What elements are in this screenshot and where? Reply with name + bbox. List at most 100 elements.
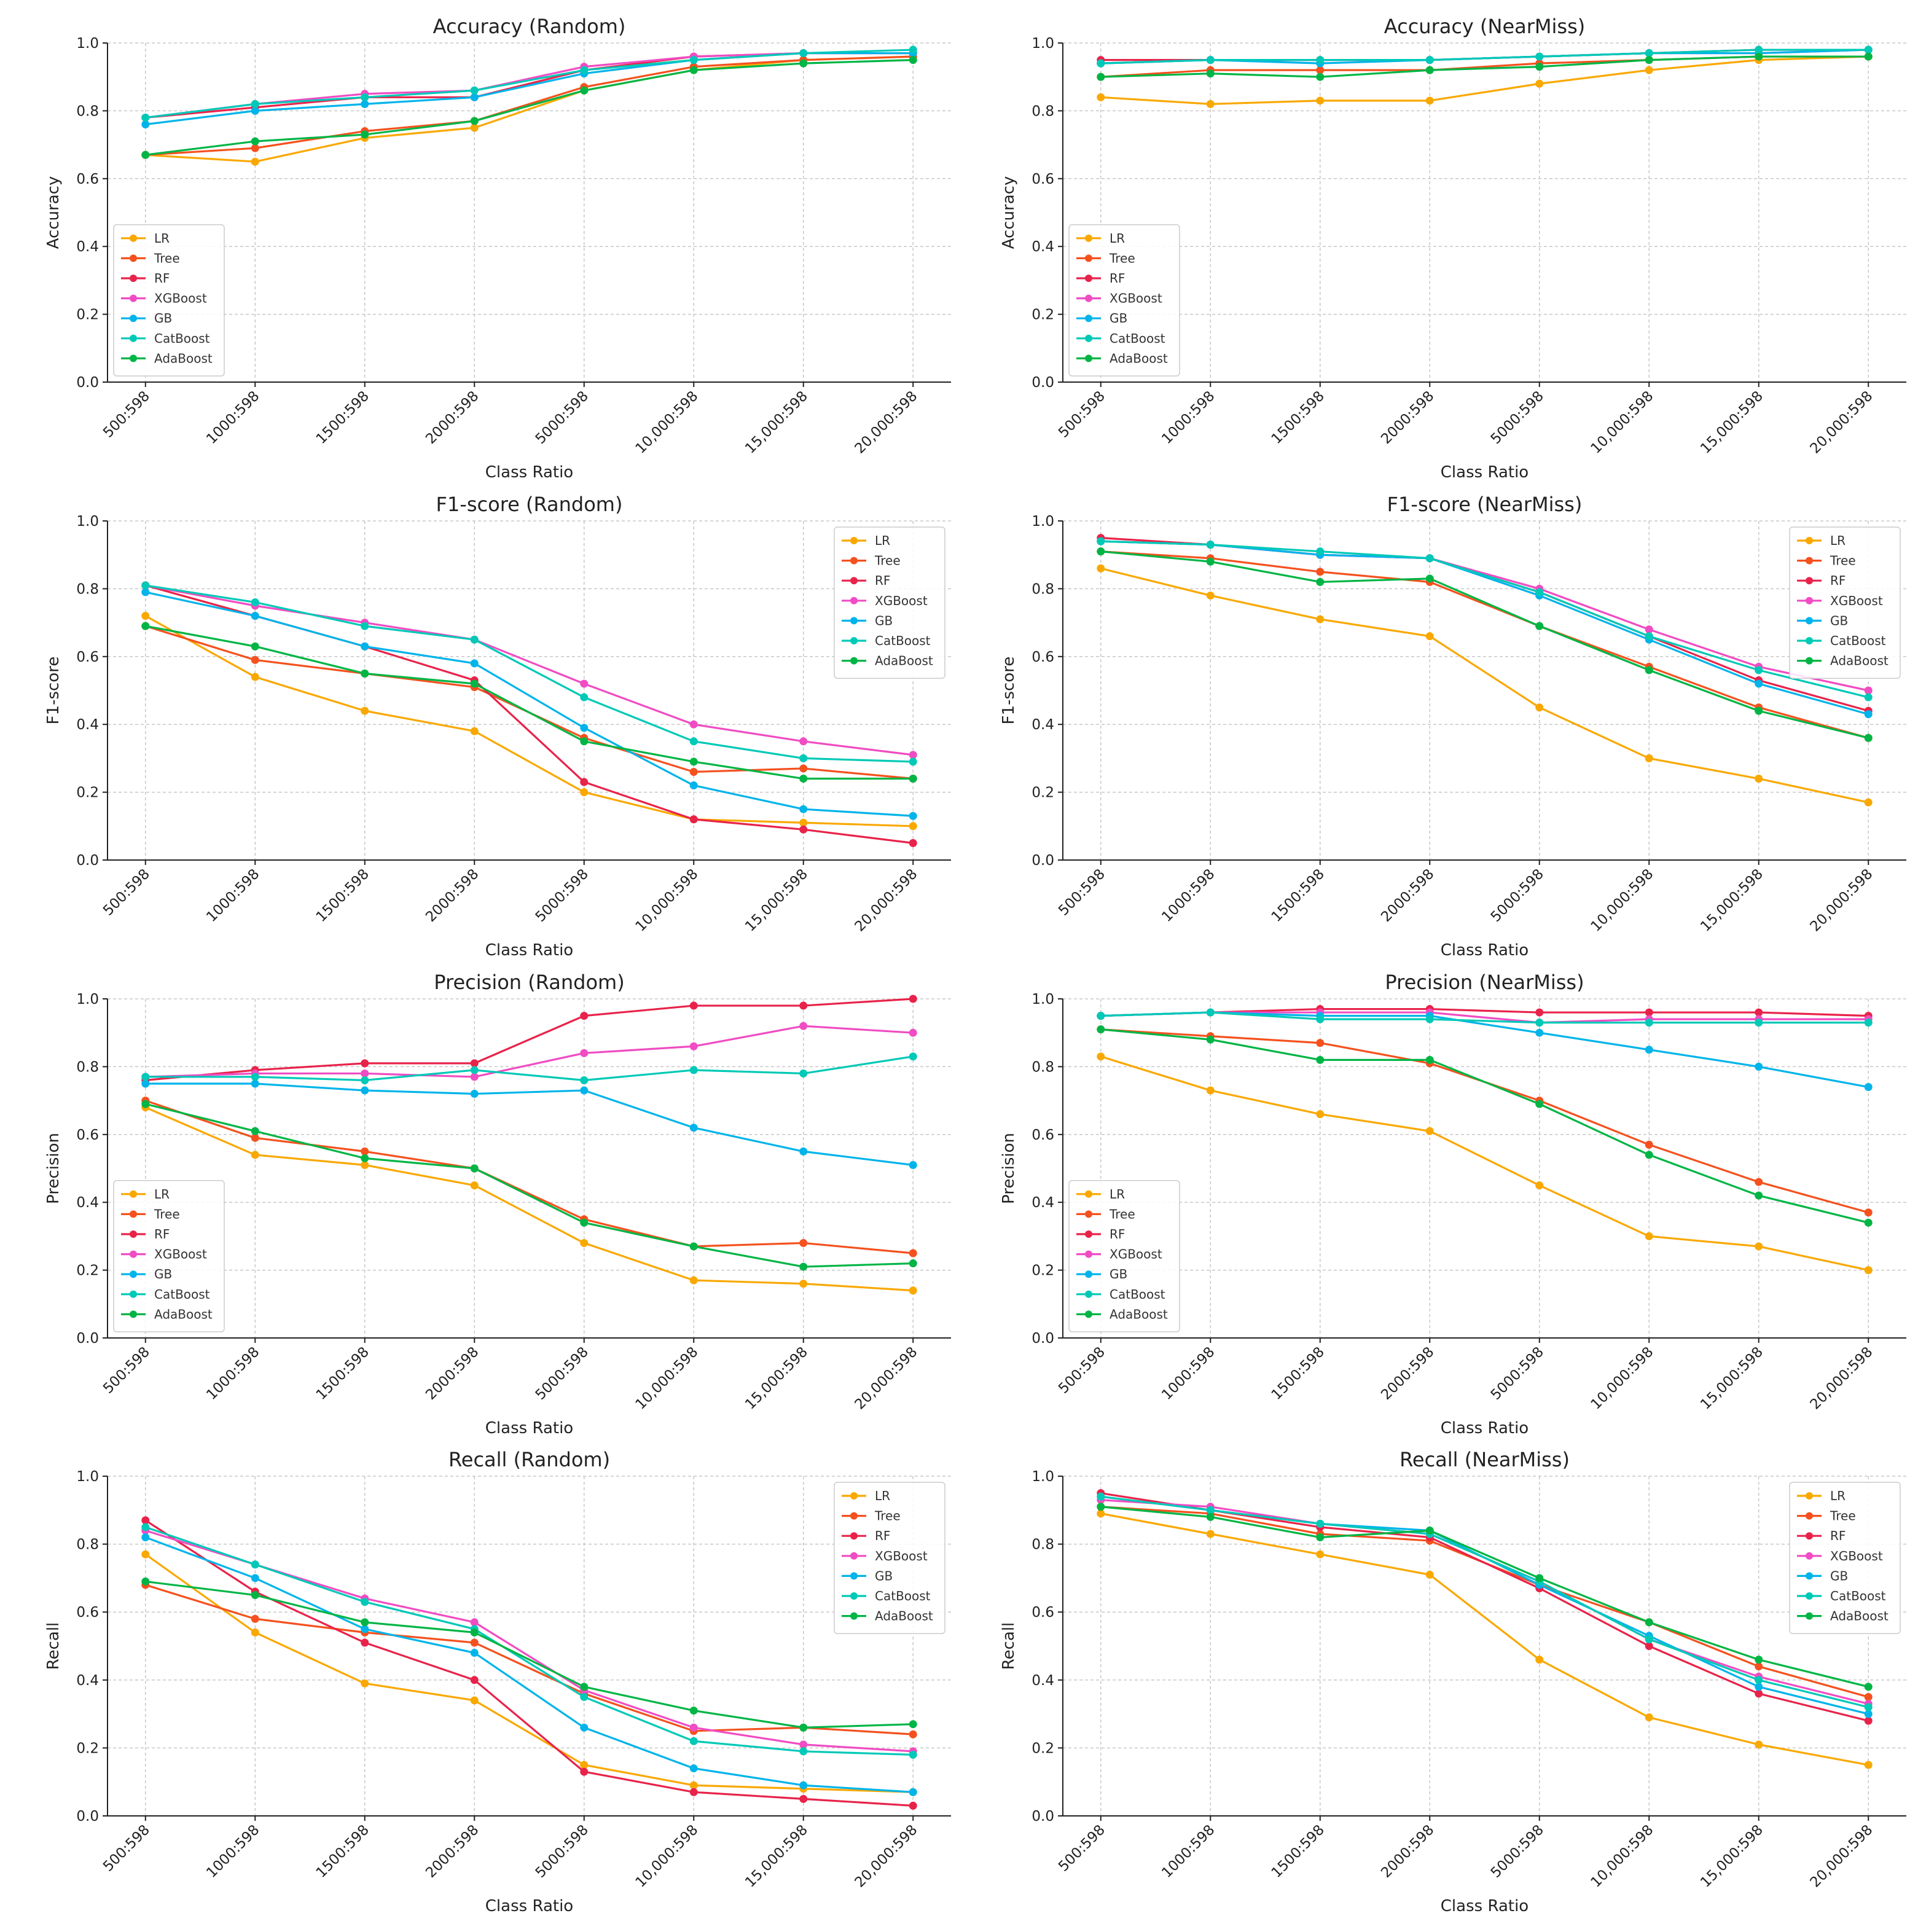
data-point [1425, 66, 1434, 74]
series-line [1100, 1495, 1869, 1708]
series-line [1100, 537, 1869, 712]
data-point [361, 1086, 369, 1095]
y-tick-label: 0.6 [76, 1605, 99, 1621]
y-tick-label: 0.0 [76, 853, 99, 869]
y-tick-label: 1.0 [76, 514, 99, 530]
data-point [251, 1591, 259, 1600]
data-point [799, 818, 808, 827]
y-tick-label: 0.4 [1032, 1673, 1054, 1689]
data-point [580, 1049, 589, 1057]
data-point [470, 659, 479, 668]
data-point [470, 1696, 479, 1705]
data-point [1864, 1692, 1873, 1701]
chart-title: F1-score (NearMiss) [1387, 493, 1583, 516]
y-tick-label: 0.2 [76, 307, 99, 323]
data-point [470, 1181, 479, 1190]
series-line [1100, 1499, 1869, 1705]
x-tick-label: 5000:598 [533, 388, 592, 447]
data-point [689, 1737, 698, 1745]
data-point [1755, 1242, 1763, 1251]
chart-panel-4: 0.0 0.2 0.4 0.6 0.8 1.0 500:598 1000:598 1500:59… [44, 971, 951, 1437]
x-tick-label: 1500:598 [313, 866, 372, 925]
series-line [1100, 55, 1869, 105]
data-point [689, 781, 698, 790]
data-point [799, 1723, 808, 1732]
legend-swatch-marker [1806, 577, 1813, 585]
data-point [361, 1618, 369, 1627]
data-point [1535, 1008, 1544, 1017]
data-point [141, 1100, 150, 1108]
x-tick-label: 10,000:598 [633, 1344, 702, 1413]
data-point [141, 1073, 150, 1081]
data-point [580, 1086, 589, 1095]
data-point [1864, 1710, 1873, 1718]
legend-label: XGBoost [875, 1549, 928, 1563]
series-adaboost [141, 622, 917, 783]
series-line [1100, 1055, 1869, 1272]
series-line [145, 1100, 914, 1254]
x-tick-label: 20,000:598 [852, 866, 921, 935]
data-point [799, 1238, 808, 1247]
x-tick-label: 2000:598 [1378, 866, 1437, 925]
data-point [1425, 1526, 1434, 1535]
series-xgboost [1097, 1496, 1873, 1708]
data-point [361, 1160, 369, 1169]
series-catboost [141, 581, 917, 766]
x-tick-label: 20,000:598 [1807, 388, 1876, 457]
legend-swatch-marker [850, 1532, 858, 1540]
y-tick-label: 0.4 [76, 1673, 99, 1689]
series-rf [141, 995, 917, 1084]
data-point [1097, 564, 1105, 573]
data-point [1645, 1642, 1653, 1650]
data-point [1097, 59, 1105, 68]
legend-swatch-marker [1085, 1250, 1092, 1258]
series-line [1100, 567, 1869, 804]
legend: LR Tree RF XGBoost GB CatBoost AdaBoost [1068, 224, 1180, 377]
series-line [145, 584, 914, 844]
legend-label: CatBoost [1830, 1589, 1886, 1603]
legend-label: RF [154, 1227, 170, 1242]
data-point [1755, 1062, 1763, 1071]
series-line [1100, 1495, 1869, 1715]
legend: LR Tree RF XGBoost GB CatBoost AdaBoost [834, 1482, 945, 1634]
series-line [1100, 1028, 1869, 1224]
data-point [799, 1747, 808, 1756]
data-point [1645, 66, 1653, 74]
x-tick-label: 1000:598 [203, 866, 262, 925]
legend-swatch-marker [1806, 596, 1813, 604]
data-point [909, 1801, 917, 1810]
data-point [141, 151, 150, 159]
x-tick-label: 20,000:598 [852, 1822, 921, 1891]
data-point [1535, 1100, 1544, 1108]
data-point [361, 1679, 369, 1688]
data-point [470, 1066, 479, 1074]
data-point [799, 1280, 808, 1288]
data-point [909, 56, 917, 65]
x-axis-label: Class Ratio [485, 1897, 573, 1915]
series-gb [1097, 1492, 1873, 1718]
series-line [1100, 1011, 1869, 1024]
data-point [1316, 568, 1325, 576]
data-point [1097, 72, 1105, 81]
data-point [580, 1723, 589, 1732]
data-point [1645, 49, 1653, 58]
x-tick-label: 500:598 [100, 388, 153, 441]
y-axis-label: F1-score [1000, 657, 1018, 725]
legend-label: LR [875, 533, 890, 548]
data-point [251, 157, 259, 166]
data-point [361, 93, 369, 101]
legend-swatch-marker [1085, 254, 1092, 262]
series-xgboost [141, 1526, 917, 1756]
data-point [1206, 1512, 1215, 1521]
legend-swatch-marker [1085, 354, 1092, 362]
data-point [1316, 66, 1325, 74]
x-tick-label: 500:598 [100, 1822, 153, 1875]
data-point [141, 1523, 150, 1531]
x-tick-label: 1000:598 [203, 1344, 262, 1403]
data-point [1535, 1656, 1544, 1664]
data-point [799, 49, 808, 58]
data-point [799, 1781, 808, 1789]
x-tick-label: 1500:598 [1269, 388, 1328, 447]
data-point [1645, 1713, 1653, 1722]
data-point [1097, 537, 1105, 546]
